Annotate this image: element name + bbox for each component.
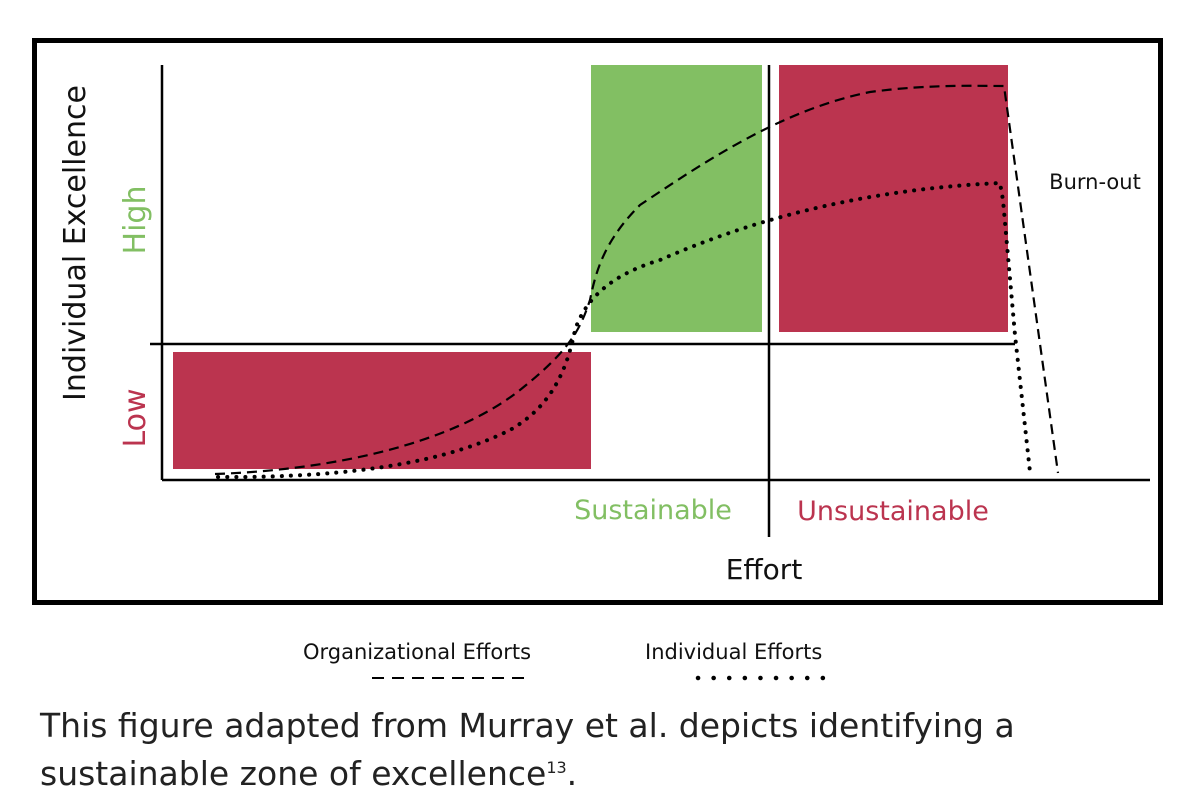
burnout-annotation: Burn-out — [1049, 170, 1141, 194]
x-axis-label: Effort — [726, 553, 803, 586]
legend-organizational-label: Organizational Efforts — [303, 640, 532, 664]
legend-individual-swatch — [695, 675, 831, 681]
caption-text: This figure adapted from Murray et al. d… — [40, 706, 1015, 793]
zone-sustainable-label: Sustainable — [574, 495, 732, 526]
legend-individual-label: Individual Efforts — [645, 640, 823, 664]
diagram-frame — [32, 38, 1163, 605]
figure-caption: This figure adapted from Murray et al. d… — [40, 705, 1170, 795]
legend-organizational-swatch — [372, 677, 526, 679]
caption-reference: 13 — [546, 758, 567, 777]
y-level-low-label: Low — [118, 388, 153, 447]
high-sustainable-zone — [591, 65, 762, 332]
excellence-effort-diagram: Individual Excellence High Low Sustainab… — [58, 65, 1150, 586]
caption-end: . — [566, 754, 578, 793]
legend: Organizational Efforts Individual Effort… — [0, 638, 1200, 688]
y-level-high-label: High — [118, 186, 153, 255]
y-axis-label: Individual Excellence — [58, 85, 93, 401]
organizational-efforts-curve — [214, 84, 1060, 476]
individual-efforts-curve — [216, 180, 1032, 480]
low-unsustainable-zone — [173, 352, 591, 469]
high-unsustainable-zone — [779, 65, 1008, 332]
zone-unsustainable-label: Unsustainable — [797, 496, 989, 527]
